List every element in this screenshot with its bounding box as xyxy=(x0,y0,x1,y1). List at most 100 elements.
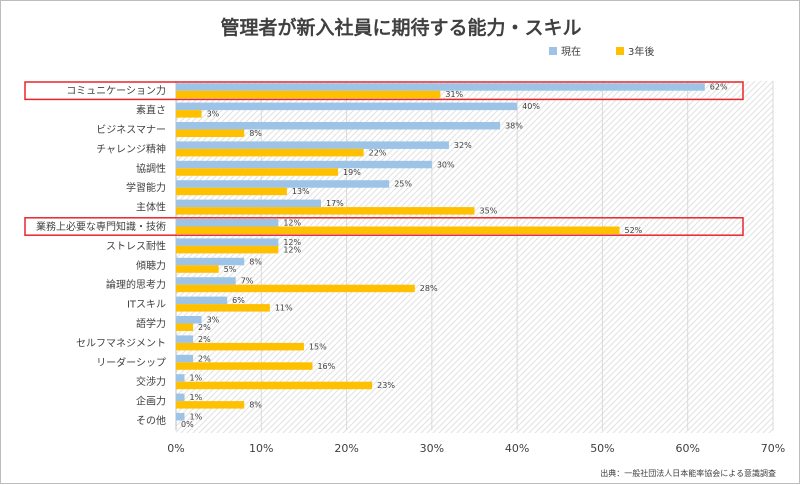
category-label: ビジネスマナー xyxy=(96,124,166,136)
category-label: チャレンジ精神 xyxy=(96,142,166,155)
data-label-three-years: 31% xyxy=(445,90,463,99)
data-label-three-years: 28% xyxy=(420,284,438,293)
data-label-three-years: 8% xyxy=(249,401,262,410)
category-label: コミュニケーション力 xyxy=(66,84,166,97)
data-label-three-years: 13% xyxy=(292,187,310,196)
data-label-three-years: 3% xyxy=(207,110,220,119)
bar-current xyxy=(176,277,236,285)
bar-current xyxy=(176,354,194,363)
data-labels: 62% 31% 40% 3% 38% 8% 32% 22% 30% 19% 25% 13% 17% 35%… xyxy=(181,83,728,429)
data-label-current: 25% xyxy=(394,180,412,189)
bar-current xyxy=(176,296,228,305)
bar-three-years xyxy=(176,304,270,312)
legend-label-three-years: 3年後 xyxy=(628,45,654,58)
category-label: ストレス耐性 xyxy=(106,239,166,252)
gridlines xyxy=(175,81,774,431)
bar-current xyxy=(176,199,321,208)
highlight-box xyxy=(24,217,744,236)
x-tick-label: 50% xyxy=(590,442,614,455)
bar-current xyxy=(176,102,518,111)
category-labels: コミュニケーション力素直さビジネスマナーチャレンジ精神協調性学習能力主体性業務上… xyxy=(36,84,166,427)
bar-current xyxy=(176,238,279,246)
category-label: 語学力 xyxy=(136,317,166,330)
x-tick-label: 40% xyxy=(505,442,529,455)
highlight-box xyxy=(24,81,744,101)
bar-three-years xyxy=(176,187,287,196)
bar-current xyxy=(176,335,194,343)
bar-current xyxy=(176,122,501,130)
category-label: ITスキル xyxy=(127,300,166,311)
data-label-three-years: 16% xyxy=(317,362,335,371)
category-label: 傾聴力 xyxy=(136,259,166,272)
data-label-three-years: 0% xyxy=(181,420,194,429)
bar-three-years xyxy=(176,148,364,157)
bar-three-years xyxy=(176,362,313,370)
data-label-current: 12% xyxy=(283,219,301,228)
x-tick-label: 60% xyxy=(675,442,699,455)
data-label-current: 1% xyxy=(190,374,203,383)
legend-swatch-three-years xyxy=(616,47,624,55)
category-label: その他 xyxy=(136,414,166,427)
highlight-boxes xyxy=(24,81,744,236)
bar-current xyxy=(176,393,185,402)
category-label: 企画力 xyxy=(136,395,166,408)
category-label: 素直さ xyxy=(136,104,166,117)
category-label: 論理的思考力 xyxy=(106,278,166,291)
data-label-current: 3% xyxy=(207,316,220,325)
data-label-three-years: 35% xyxy=(480,207,498,216)
chart-title: 管理者が新入社員に期待する能力・スキル xyxy=(220,16,581,39)
source-note: 出典：一般社団法人日本能率協会による意識調査 xyxy=(600,468,776,478)
bar-three-years xyxy=(176,168,339,176)
x-axis-tick-labels: 0% 10% 20% 30% 40% 50% 60% 70% xyxy=(167,442,785,455)
data-label-three-years: 8% xyxy=(249,129,262,138)
category-label: 主体性 xyxy=(136,201,166,214)
data-label-current: 40% xyxy=(522,102,540,111)
bar-three-years xyxy=(176,110,202,118)
bar-current xyxy=(176,141,449,149)
bar-three-years xyxy=(176,401,245,409)
legend-label-current: 現在 xyxy=(561,46,581,58)
bar-current xyxy=(176,374,185,382)
data-label-current: 12% xyxy=(283,238,301,247)
x-tick-label: 70% xyxy=(761,442,785,455)
legend: 現在 3年後 xyxy=(549,45,654,58)
data-label-current: 2% xyxy=(198,354,211,363)
data-label-three-years: 52% xyxy=(624,226,642,235)
bar-three-years xyxy=(176,284,415,293)
data-label-current: 62% xyxy=(710,83,728,92)
bar-current xyxy=(176,219,279,227)
bar-three-years xyxy=(176,129,245,137)
legend-swatch-current xyxy=(549,47,557,55)
data-label-three-years: 12% xyxy=(283,245,301,254)
data-label-current: 7% xyxy=(241,277,254,286)
bar-current xyxy=(176,413,185,421)
bars xyxy=(176,83,705,421)
data-label-current: 17% xyxy=(326,199,344,208)
data-label-three-years: 11% xyxy=(275,304,293,313)
data-label-current: 8% xyxy=(249,257,262,266)
bar-three-years xyxy=(176,381,373,390)
data-label-three-years: 5% xyxy=(224,265,237,274)
category-label: リーダーシップ xyxy=(96,356,166,369)
x-tick-label: 0% xyxy=(167,442,184,455)
category-label: 学習能力 xyxy=(126,181,166,194)
bar-current xyxy=(176,160,432,169)
bar-three-years xyxy=(176,207,475,215)
bar-current xyxy=(176,180,390,188)
x-tick-label: 30% xyxy=(420,442,444,455)
data-label-current: 1% xyxy=(190,413,203,422)
plot-area xyxy=(176,81,773,433)
bar-current xyxy=(176,316,202,324)
category-label: 協調性 xyxy=(136,162,166,175)
bar-three-years xyxy=(176,342,304,351)
data-label-current: 38% xyxy=(505,122,523,131)
bar-three-years xyxy=(176,245,279,254)
category-label: 業務上必要な専門知識・技術 xyxy=(36,220,166,233)
data-label-current: 32% xyxy=(454,141,472,150)
bar-current xyxy=(176,257,245,266)
x-tick-label: 10% xyxy=(249,442,273,455)
category-label: セルフマネジメント xyxy=(76,337,166,349)
data-label-current: 30% xyxy=(437,160,455,169)
